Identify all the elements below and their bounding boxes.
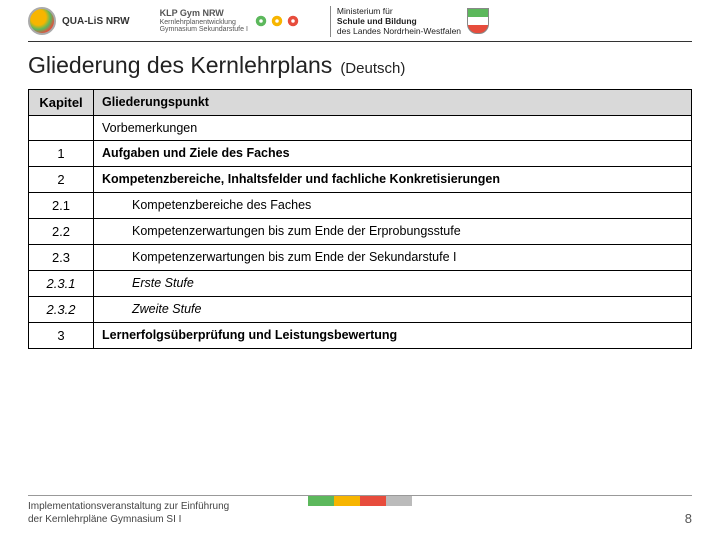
cell-kapitel: 2 xyxy=(29,166,94,192)
cell-gliederung: Lernerfolgsüberprüfung und Leistungsbewe… xyxy=(94,322,692,348)
klp-sub2: Gymnasium Sekundarstufe I xyxy=(160,26,248,34)
cell-kapitel: 2.3.1 xyxy=(29,270,94,296)
col-header-kapitel: Kapitel xyxy=(29,89,94,115)
table-row: 2.2Kompetenzerwartungen bis zum Ende der… xyxy=(29,218,692,244)
cell-kapitel: 2.2 xyxy=(29,218,94,244)
klp-title: KLP Gym NRW xyxy=(160,9,248,19)
outline-table-wrap: Kapitel Gliederungspunkt Vorbemerkungen1… xyxy=(0,85,720,349)
cell-kapitel xyxy=(29,115,94,140)
gear-icon xyxy=(254,14,268,28)
table-header-row: Kapitel Gliederungspunkt xyxy=(29,89,692,115)
gear-icons xyxy=(254,14,300,28)
col-header-gliederung: Gliederungspunkt xyxy=(94,89,692,115)
table-row: 2.3.2Zweite Stufe xyxy=(29,296,692,322)
cell-gliederung: Erste Stufe xyxy=(94,270,692,296)
footer: Implementationsveranstaltung zur Einführ… xyxy=(0,500,720,526)
gear-icon xyxy=(270,14,284,28)
cell-gliederung: Zweite Stufe xyxy=(94,296,692,322)
ministerium-block: Ministerium für Schule und Bildung des L… xyxy=(330,6,489,37)
cell-gliederung: Kompetenzerwartungen bis zum Ende der Se… xyxy=(94,244,692,270)
table-row: 3Lernerfolgsüberprüfung und Leistungsbew… xyxy=(29,322,692,348)
cell-kapitel: 2.1 xyxy=(29,192,94,218)
page-title: Gliederung des Kernlehrplans xyxy=(28,52,332,79)
table-row: 2.3.1Erste Stufe xyxy=(29,270,692,296)
cell-kapitel: 1 xyxy=(29,140,94,166)
klp-sub1: Kernlehrplanentwicklung xyxy=(160,19,248,27)
page-number: 8 xyxy=(685,511,692,526)
klp-logo: KLP Gym NRW Kernlehrplanentwicklung Gymn… xyxy=(160,9,300,34)
page-title-row: Gliederung des Kernlehrplans (Deutsch) xyxy=(0,42,720,85)
ministerium-text: Ministerium für Schule und Bildung des L… xyxy=(330,6,461,37)
cell-gliederung: Kompetenzerwartungen bis zum Ende der Er… xyxy=(94,218,692,244)
nrw-shield-icon xyxy=(467,8,489,34)
cell-kapitel: 2.3.2 xyxy=(29,296,94,322)
table-row: 1Aufgaben und Ziele des Faches xyxy=(29,140,692,166)
cell-gliederung: Vorbemerkungen xyxy=(94,115,692,140)
qualis-text: QUA-LiS NRW xyxy=(62,16,130,27)
table-row: Vorbemerkungen xyxy=(29,115,692,140)
klp-text-block: KLP Gym NRW Kernlehrplanentwicklung Gymn… xyxy=(160,9,248,34)
table-row: 2Kompetenzbereiche, Inhaltsfelder und fa… xyxy=(29,166,692,192)
cell-kapitel: 2.3 xyxy=(29,244,94,270)
cell-gliederung: Aufgaben und Ziele des Faches xyxy=(94,140,692,166)
qualis-logo: QUA-LiS NRW xyxy=(28,7,130,35)
table-row: 2.3Kompetenzerwartungen bis zum Ende der… xyxy=(29,244,692,270)
page-title-sub: (Deutsch) xyxy=(340,60,405,77)
footer-text: Implementationsveranstaltung zur Einführ… xyxy=(28,500,229,526)
qualis-circle-icon xyxy=(28,7,56,35)
gear-icon xyxy=(286,14,300,28)
cell-kapitel: 3 xyxy=(29,322,94,348)
cell-gliederung: Kompetenzbereiche des Faches xyxy=(94,192,692,218)
outline-table: Kapitel Gliederungspunkt Vorbemerkungen1… xyxy=(28,89,692,349)
table-row: 2.1Kompetenzbereiche des Faches xyxy=(29,192,692,218)
header-bar: QUA-LiS NRW KLP Gym NRW Kernlehrplanentw… xyxy=(0,0,720,41)
cell-gliederung: Kompetenzbereiche, Inhaltsfelder und fac… xyxy=(94,166,692,192)
